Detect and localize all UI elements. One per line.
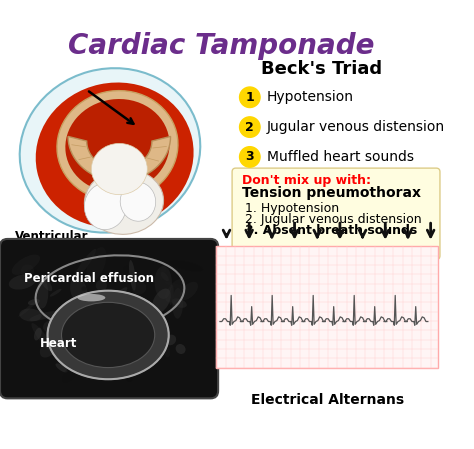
Ellipse shape bbox=[63, 363, 80, 383]
Text: 1: 1 bbox=[246, 91, 254, 104]
Ellipse shape bbox=[21, 264, 34, 277]
Ellipse shape bbox=[123, 266, 129, 273]
Text: 2. Jugular venous distension: 2. Jugular venous distension bbox=[245, 213, 422, 226]
Ellipse shape bbox=[34, 328, 42, 340]
Ellipse shape bbox=[43, 320, 61, 333]
Ellipse shape bbox=[127, 308, 138, 321]
Text: Heart: Heart bbox=[40, 337, 77, 350]
Ellipse shape bbox=[122, 349, 134, 365]
Ellipse shape bbox=[70, 352, 80, 379]
Ellipse shape bbox=[57, 91, 178, 201]
Ellipse shape bbox=[31, 323, 54, 352]
Ellipse shape bbox=[70, 305, 73, 311]
Ellipse shape bbox=[74, 249, 96, 278]
Ellipse shape bbox=[100, 346, 135, 365]
Ellipse shape bbox=[84, 183, 126, 229]
Ellipse shape bbox=[36, 83, 193, 228]
FancyBboxPatch shape bbox=[0, 239, 218, 398]
Ellipse shape bbox=[120, 182, 155, 221]
Ellipse shape bbox=[36, 279, 48, 308]
Text: Ventricular
wall collapse: Ventricular wall collapse bbox=[9, 229, 94, 258]
Ellipse shape bbox=[40, 276, 52, 291]
Ellipse shape bbox=[9, 274, 36, 290]
Ellipse shape bbox=[173, 288, 183, 319]
Ellipse shape bbox=[12, 255, 40, 275]
Ellipse shape bbox=[55, 363, 67, 373]
Ellipse shape bbox=[164, 347, 170, 357]
Ellipse shape bbox=[50, 289, 62, 297]
Ellipse shape bbox=[77, 294, 105, 301]
Ellipse shape bbox=[176, 344, 186, 354]
Ellipse shape bbox=[129, 260, 136, 291]
Text: 3. Absent breath sounds: 3. Absent breath sounds bbox=[245, 224, 418, 237]
Ellipse shape bbox=[91, 332, 103, 354]
Text: Electrical Alternans: Electrical Alternans bbox=[251, 393, 404, 407]
Circle shape bbox=[239, 147, 260, 167]
FancyBboxPatch shape bbox=[216, 247, 438, 368]
Ellipse shape bbox=[85, 330, 94, 361]
Ellipse shape bbox=[18, 299, 39, 317]
Text: Muffled heart sounds: Muffled heart sounds bbox=[266, 150, 414, 164]
Text: Pericardial effusion: Pericardial effusion bbox=[24, 272, 154, 285]
Ellipse shape bbox=[81, 286, 86, 291]
Ellipse shape bbox=[180, 282, 198, 300]
Ellipse shape bbox=[85, 354, 90, 378]
Ellipse shape bbox=[28, 299, 40, 305]
Text: Tension pneumothorax: Tension pneumothorax bbox=[242, 186, 421, 200]
Ellipse shape bbox=[122, 350, 147, 364]
Ellipse shape bbox=[152, 289, 171, 314]
Text: Beck's Triad: Beck's Triad bbox=[261, 60, 382, 78]
Ellipse shape bbox=[20, 68, 201, 233]
Text: 2: 2 bbox=[246, 121, 254, 134]
Text: Jugular venous distension: Jugular venous distension bbox=[266, 120, 445, 134]
Ellipse shape bbox=[112, 353, 131, 378]
Ellipse shape bbox=[69, 325, 82, 353]
Ellipse shape bbox=[108, 287, 128, 305]
Text: Hypotension: Hypotension bbox=[266, 90, 354, 104]
Ellipse shape bbox=[165, 335, 176, 345]
Ellipse shape bbox=[164, 282, 189, 291]
Text: 3: 3 bbox=[246, 150, 254, 163]
Text: Don't mix up with:: Don't mix up with: bbox=[242, 174, 371, 187]
Ellipse shape bbox=[111, 325, 115, 330]
Ellipse shape bbox=[165, 279, 185, 302]
Ellipse shape bbox=[91, 143, 147, 195]
Ellipse shape bbox=[154, 308, 175, 317]
Ellipse shape bbox=[155, 266, 172, 299]
Ellipse shape bbox=[40, 338, 58, 357]
Ellipse shape bbox=[68, 357, 100, 370]
Ellipse shape bbox=[96, 280, 107, 291]
Ellipse shape bbox=[87, 247, 107, 282]
Ellipse shape bbox=[74, 257, 100, 275]
Polygon shape bbox=[68, 136, 171, 181]
Ellipse shape bbox=[62, 302, 155, 368]
Ellipse shape bbox=[84, 169, 164, 234]
Ellipse shape bbox=[19, 269, 44, 283]
Ellipse shape bbox=[160, 265, 166, 280]
Ellipse shape bbox=[47, 291, 169, 379]
Ellipse shape bbox=[123, 370, 132, 382]
Ellipse shape bbox=[70, 277, 87, 303]
Circle shape bbox=[239, 87, 260, 107]
Ellipse shape bbox=[70, 348, 92, 379]
Ellipse shape bbox=[29, 311, 58, 321]
Ellipse shape bbox=[77, 295, 97, 313]
Text: 1. Hypotension: 1. Hypotension bbox=[245, 202, 339, 215]
Ellipse shape bbox=[65, 99, 170, 193]
Ellipse shape bbox=[161, 272, 169, 281]
Circle shape bbox=[239, 117, 260, 137]
Ellipse shape bbox=[19, 308, 42, 321]
Ellipse shape bbox=[169, 260, 203, 272]
Ellipse shape bbox=[64, 305, 89, 330]
Text: Cardiac Tamponade: Cardiac Tamponade bbox=[68, 32, 374, 60]
Ellipse shape bbox=[97, 334, 127, 344]
Ellipse shape bbox=[132, 282, 146, 295]
Ellipse shape bbox=[169, 285, 173, 305]
FancyBboxPatch shape bbox=[232, 168, 440, 260]
Ellipse shape bbox=[172, 299, 187, 308]
